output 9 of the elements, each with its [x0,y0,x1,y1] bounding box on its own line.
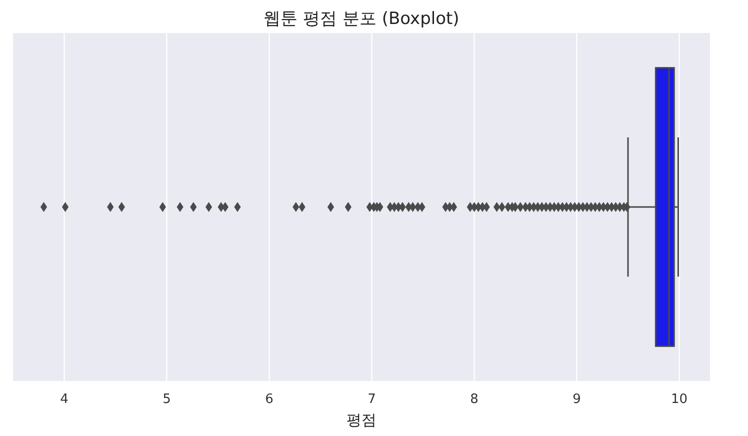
x-tick-label: 9 [572,392,581,407]
chart-title: 웹툰 평점 분포 (Boxplot) [264,9,460,29]
x-tick-label: 7 [368,392,376,407]
x-axis-title: 평점 [346,411,376,429]
x-tick-label: 4 [60,392,68,407]
x-tick-label: 10 [670,392,688,407]
x-tick-label: 8 [470,392,478,407]
x-tick-label: 6 [265,392,274,407]
x-tick-label: 5 [162,392,171,407]
